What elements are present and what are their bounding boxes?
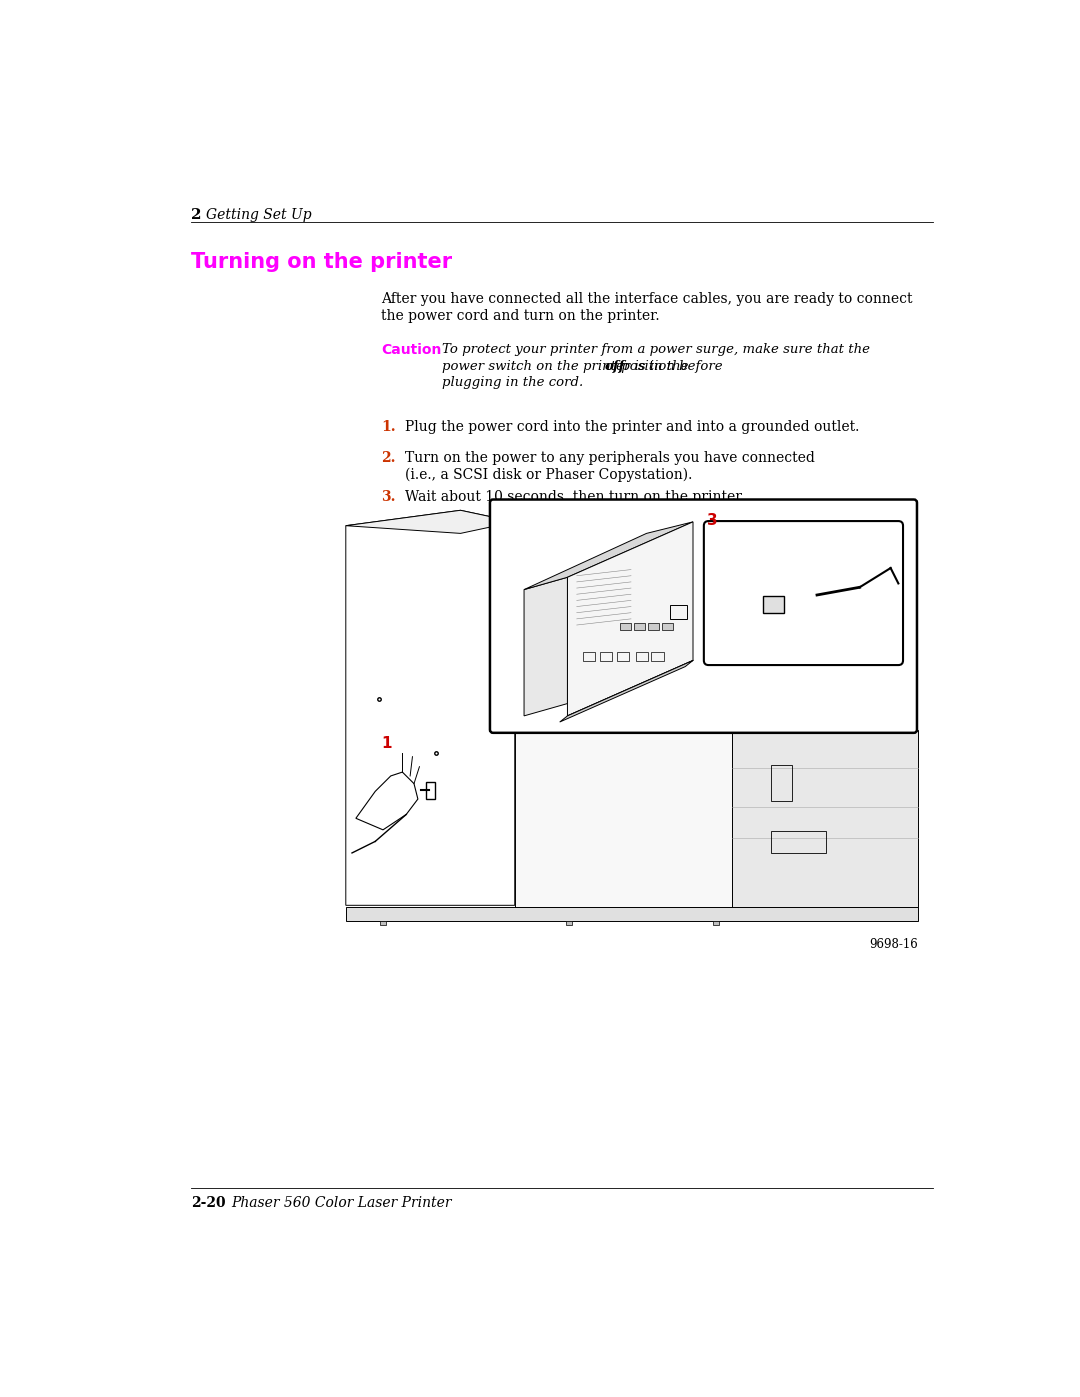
Text: Plug the power cord into the printer and into a grounded outlet.: Plug the power cord into the printer and…: [405, 420, 859, 434]
Text: Getting Set Up: Getting Set Up: [206, 208, 312, 222]
Bar: [713, 921, 719, 925]
Text: 2.: 2.: [381, 451, 396, 465]
FancyBboxPatch shape: [704, 521, 903, 665]
Polygon shape: [346, 907, 918, 921]
Text: Phaser 560 Color Laser Printer: Phaser 560 Color Laser Printer: [231, 1196, 451, 1210]
Polygon shape: [524, 577, 567, 715]
Bar: [648, 623, 659, 630]
Bar: [426, 782, 435, 799]
Text: position before: position before: [617, 360, 723, 373]
Text: After you have connected all the interface cables, you are ready to connect: After you have connected all the interfa…: [381, 292, 913, 306]
Bar: [600, 652, 612, 661]
Text: 3: 3: [707, 513, 717, 528]
Text: 3.: 3.: [381, 489, 396, 503]
Polygon shape: [346, 510, 515, 534]
Text: power switch on the printer is in the: power switch on the printer is in the: [442, 360, 692, 373]
Text: the power cord and turn on the printer.: the power cord and turn on the printer.: [381, 309, 660, 323]
Text: 2: 2: [191, 208, 201, 222]
Bar: [770, 766, 793, 800]
Text: plugging in the cord.: plugging in the cord.: [442, 376, 583, 390]
Text: 1.: 1.: [381, 420, 396, 434]
Polygon shape: [524, 522, 693, 590]
Text: Turn on the power to any peripherals you have connected: Turn on the power to any peripherals you…: [405, 451, 814, 465]
Text: Caution: Caution: [381, 344, 442, 358]
Bar: [670, 605, 687, 619]
Bar: [662, 623, 673, 630]
Bar: [636, 652, 648, 661]
Polygon shape: [567, 522, 693, 715]
Text: off: off: [604, 360, 624, 373]
Text: 2-20: 2-20: [191, 1196, 226, 1210]
Text: (i.e., a SCSI disk or Phaser Copystation).: (i.e., a SCSI disk or Phaser Copystation…: [405, 468, 692, 482]
Bar: [651, 652, 663, 661]
Text: To protect your printer from a power surge, make sure that the: To protect your printer from a power sur…: [442, 344, 869, 356]
Bar: [620, 623, 631, 630]
Polygon shape: [559, 661, 693, 722]
Polygon shape: [515, 729, 732, 907]
Bar: [762, 595, 784, 613]
Bar: [380, 921, 387, 925]
Bar: [770, 831, 826, 854]
Bar: [566, 921, 572, 925]
FancyBboxPatch shape: [490, 500, 917, 733]
Text: Wait about 10 seconds, then turn on the printer.: Wait about 10 seconds, then turn on the …: [405, 489, 744, 503]
Bar: [583, 652, 595, 661]
Bar: [617, 652, 630, 661]
Text: Turning on the printer: Turning on the printer: [191, 253, 451, 272]
Polygon shape: [732, 729, 918, 907]
Text: 1: 1: [381, 736, 392, 752]
Bar: [634, 623, 645, 630]
Text: 9698-16: 9698-16: [869, 937, 918, 950]
